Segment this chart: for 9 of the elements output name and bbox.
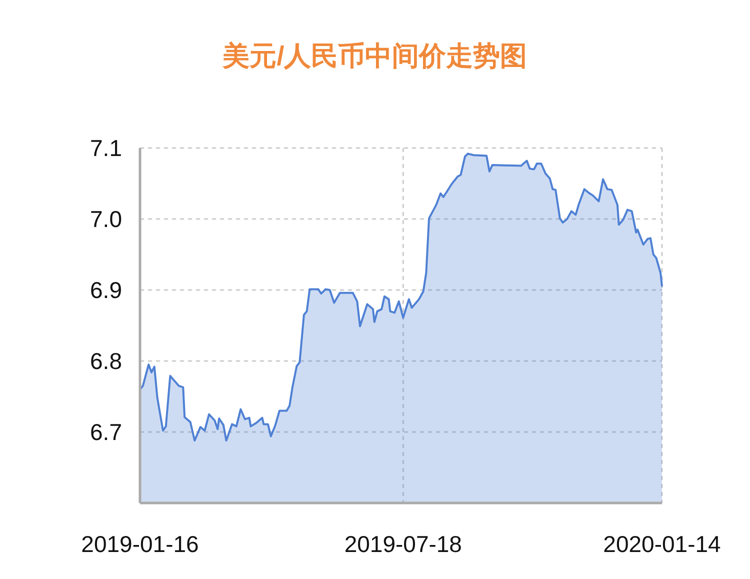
xtick: 2019-01-16 <box>81 531 199 557</box>
xtick: 2019-07-18 <box>344 531 462 557</box>
ytick: 7.1 <box>90 135 122 161</box>
title: 美元/人民币中间价走势图 <box>222 41 528 71</box>
ytick: 6.9 <box>90 277 122 303</box>
xtick: 2020-01-14 <box>603 531 721 557</box>
ytick: 7.0 <box>90 206 122 232</box>
ytick: 6.7 <box>90 419 122 445</box>
ytick: 6.8 <box>90 348 122 374</box>
